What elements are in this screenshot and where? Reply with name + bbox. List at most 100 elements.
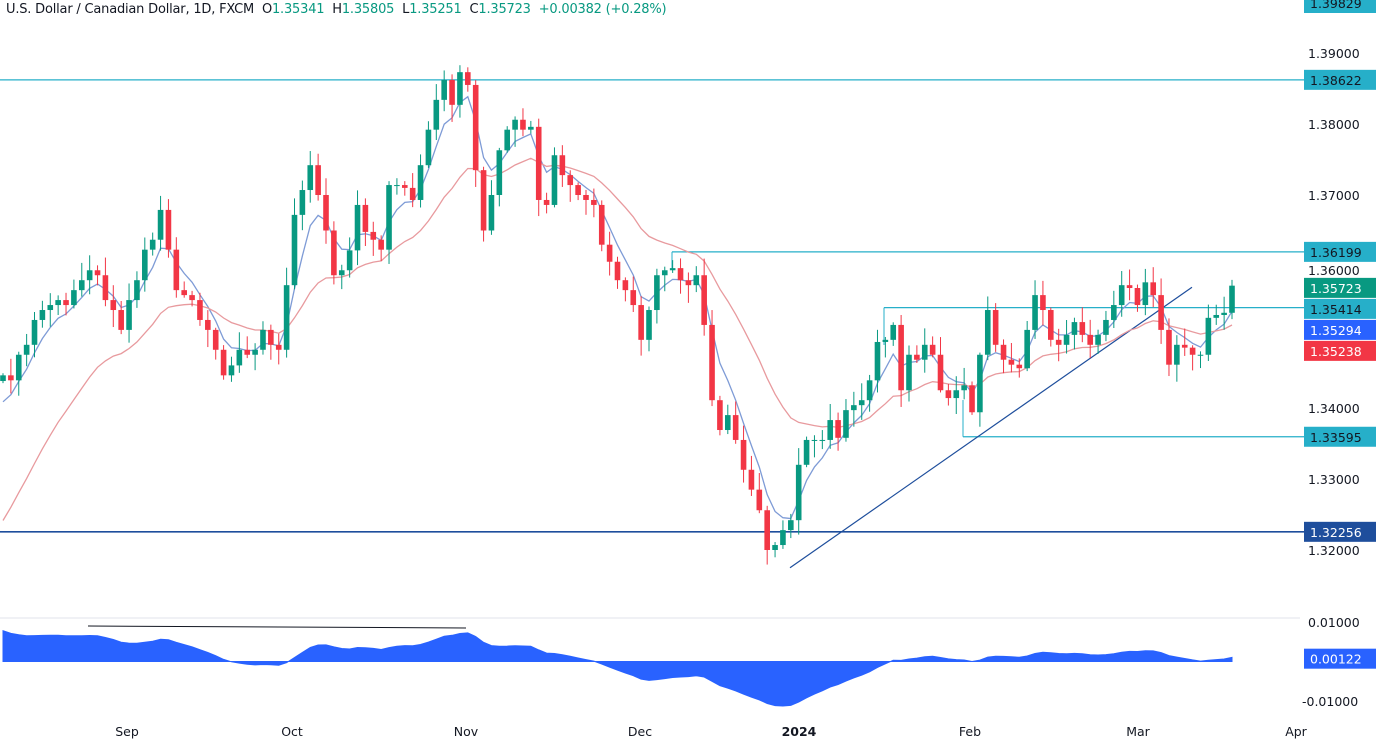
time-axis-tick: Feb bbox=[959, 724, 981, 739]
price-axis-tick: 1.39000 bbox=[1308, 46, 1360, 61]
candle-down bbox=[102, 275, 109, 301]
candle-down bbox=[535, 126, 542, 200]
candle-up bbox=[1221, 312, 1227, 315]
candle-up bbox=[307, 165, 314, 191]
time-axis-tick: Apr bbox=[1285, 724, 1307, 739]
candle-up bbox=[23, 344, 30, 355]
time-axis-tick: Sep bbox=[115, 724, 139, 739]
oscillator-value-tag: 0.00122 bbox=[1310, 652, 1362, 667]
time-axis-tick: Mar bbox=[1126, 724, 1150, 739]
level-price-tag: 1.32256 bbox=[1310, 525, 1362, 540]
price-tag-bg bbox=[1304, 340, 1376, 361]
candle-down bbox=[937, 354, 944, 391]
candle-down bbox=[606, 244, 613, 262]
candle-up bbox=[977, 354, 983, 413]
candle-up bbox=[512, 119, 518, 130]
trendline bbox=[789, 286, 1193, 569]
candle-down bbox=[835, 420, 841, 438]
candle-down bbox=[1000, 344, 1007, 360]
ohlc-high: H1.35805 bbox=[332, 2, 395, 17]
candle-down bbox=[1150, 282, 1157, 296]
candle-down bbox=[756, 489, 763, 511]
candle-up bbox=[874, 341, 881, 381]
divergence-line bbox=[87, 625, 467, 629]
candle-up bbox=[1174, 344, 1180, 365]
candle-up bbox=[457, 72, 463, 105]
candle-down bbox=[472, 84, 479, 171]
candle-up bbox=[1024, 329, 1030, 369]
candle-up bbox=[252, 349, 258, 355]
ohlc-close: C1.35723 bbox=[469, 2, 531, 17]
price-axis-tick: 1.37000 bbox=[1308, 188, 1360, 203]
candle-down bbox=[677, 268, 684, 281]
oscillator-area bbox=[2, 630, 1233, 707]
candle-down bbox=[480, 170, 487, 231]
candle-up bbox=[953, 390, 960, 399]
candle-up bbox=[488, 195, 495, 231]
time-axis-tick: 2024 bbox=[782, 724, 817, 739]
candle-down bbox=[764, 510, 770, 550]
time-axis-tick: Oct bbox=[281, 724, 303, 739]
candle-down bbox=[638, 305, 644, 340]
candle-up bbox=[780, 530, 786, 546]
candle-down bbox=[378, 239, 384, 250]
candle-down bbox=[205, 319, 211, 330]
candle-down bbox=[740, 439, 747, 470]
candles bbox=[0, 65, 1235, 565]
candle-down bbox=[189, 295, 195, 301]
candle-up bbox=[1063, 334, 1070, 345]
level-price-tag-bg bbox=[1304, 69, 1376, 90]
candle-up bbox=[228, 365, 235, 376]
candle-up bbox=[906, 354, 912, 391]
candle-down bbox=[118, 310, 124, 330]
oscillator-value-tag-bg bbox=[1304, 648, 1376, 669]
ohlc-low: L1.35251 bbox=[402, 2, 462, 17]
candle-down bbox=[362, 204, 369, 232]
candle-up bbox=[811, 439, 818, 441]
candle-down bbox=[732, 415, 739, 440]
candle-up bbox=[1142, 282, 1149, 306]
candle-up bbox=[394, 185, 400, 187]
candle-up bbox=[646, 310, 652, 340]
candle-down bbox=[559, 155, 566, 176]
price-tag: 1.35238 bbox=[1310, 344, 1362, 359]
candle-up bbox=[236, 349, 243, 366]
candle-up bbox=[551, 155, 558, 205]
candle-up bbox=[1032, 295, 1038, 330]
price-axis-tick: 1.34000 bbox=[1308, 401, 1360, 416]
candle-down bbox=[401, 185, 408, 188]
candle-up bbox=[78, 280, 85, 291]
candle-up bbox=[1213, 314, 1220, 318]
candle-down bbox=[1189, 347, 1196, 355]
candle-down bbox=[1040, 295, 1046, 311]
candle-down bbox=[520, 119, 526, 130]
candle-down bbox=[181, 290, 187, 296]
candle-down bbox=[244, 349, 251, 355]
oscillator-axis-tick: 0.01000 bbox=[1308, 615, 1360, 630]
candle-up bbox=[47, 305, 54, 311]
price-tag: 1.35294 bbox=[1310, 323, 1362, 338]
level-price-tag-bg bbox=[1304, 298, 1376, 319]
price-axis-tick: 1.38000 bbox=[1308, 117, 1360, 132]
level-price-tag: 1.33595 bbox=[1310, 430, 1362, 445]
candle-up bbox=[866, 380, 873, 401]
level-price-tag-bg bbox=[1304, 426, 1376, 447]
candle-up bbox=[858, 400, 865, 406]
candle-down bbox=[622, 280, 629, 291]
price-axis-tick: 1.33000 bbox=[1308, 472, 1360, 487]
slow-moving-average bbox=[2, 157, 1233, 521]
candle-up bbox=[1103, 319, 1109, 335]
candle-up bbox=[39, 310, 46, 320]
candle-up bbox=[0, 375, 6, 382]
candle-down bbox=[275, 344, 282, 350]
candle-up bbox=[1095, 334, 1101, 345]
level-price-tag: 1.38622 bbox=[1310, 73, 1362, 88]
price-tag: 1.35723 bbox=[1310, 281, 1362, 296]
candle-down bbox=[685, 280, 692, 286]
candle-up bbox=[386, 185, 392, 250]
candle-up bbox=[299, 190, 306, 215]
candle-down bbox=[449, 79, 455, 105]
candle-down bbox=[63, 300, 69, 306]
candle-up bbox=[496, 150, 503, 195]
